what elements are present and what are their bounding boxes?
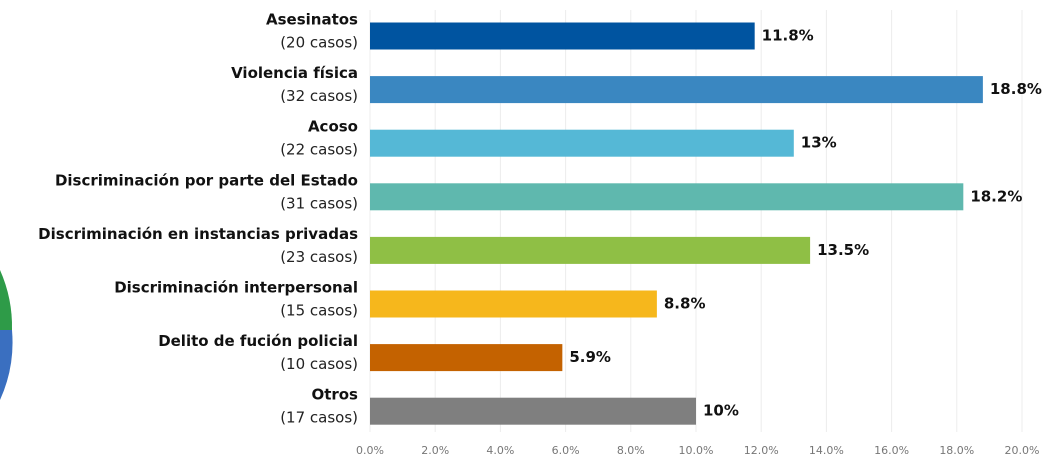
chart: 0.0% 2.0% 4.0% 6.0% 8.0% 10.0% 12.0% 14.0% 16.0%… [0, 0, 1045, 457]
case-label: (10 casos) [280, 355, 358, 373]
value-label: 8.8% [664, 295, 706, 313]
bar [370, 237, 810, 264]
category-label: Discriminación en instancias privadas [38, 225, 358, 243]
x-tick-label: 18.0% [939, 444, 974, 457]
x-tick-label: 0.0% [356, 444, 384, 457]
value-label: 18.2% [970, 187, 1022, 205]
bar [370, 23, 755, 50]
case-label: (17 casos) [280, 409, 358, 427]
category-label: Asesinatos [266, 11, 358, 29]
value-label: 18.8% [990, 80, 1042, 98]
case-label: (32 casos) [280, 87, 358, 105]
value-label: 10% [703, 402, 739, 420]
case-label: (31 casos) [280, 194, 358, 212]
case-label: (23 casos) [280, 248, 358, 266]
value-label: 13% [801, 134, 837, 152]
x-tick-label: 8.0% [617, 444, 645, 457]
category-label: Delito de fución policial [158, 332, 358, 350]
case-label: (20 casos) [280, 34, 358, 52]
case-label: (22 casos) [280, 141, 358, 159]
x-tick-label: 10.0% [679, 444, 714, 457]
value-label: 5.9% [569, 348, 611, 366]
x-tick-label: 14.0% [809, 444, 844, 457]
category-label: Discriminación por parte del Estado [55, 171, 358, 189]
panel [237, 0, 1045, 457]
category-label: Otros [311, 386, 358, 404]
value-label: 13.5% [817, 241, 869, 259]
case-label: (15 casos) [280, 302, 358, 320]
x-tick-label: 16.0% [874, 444, 909, 457]
x-tick-label: 2.0% [421, 444, 449, 457]
x-tick-label: 12.0% [744, 444, 779, 457]
bar [370, 291, 657, 318]
bar [370, 344, 562, 371]
category-label: Discriminación interpersonal [114, 279, 358, 297]
bar [370, 76, 983, 103]
x-tick-label: 6.0% [552, 444, 580, 457]
bar [370, 130, 794, 157]
x-tick-label: 20.0% [1005, 444, 1040, 457]
decor-pie [0, 330, 13, 400]
bar [370, 183, 963, 210]
value-label: 11.8% [762, 27, 814, 45]
bar [370, 398, 696, 425]
decor-pie [0, 270, 12, 330]
category-label: Acoso [308, 118, 358, 136]
category-label: Violencia física [231, 64, 358, 82]
x-tick-label: 4.0% [486, 444, 514, 457]
